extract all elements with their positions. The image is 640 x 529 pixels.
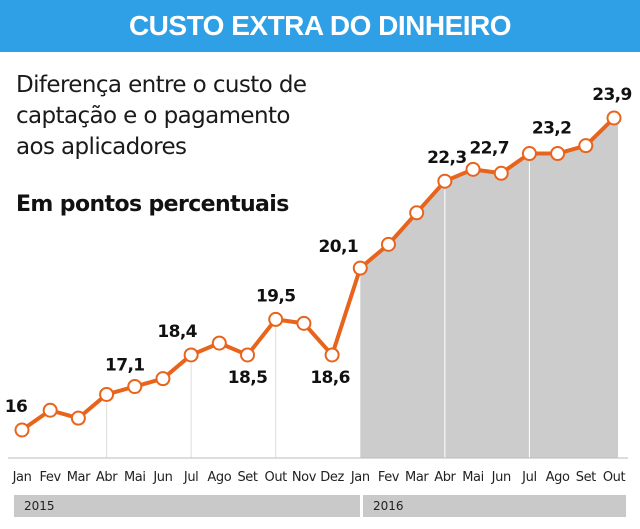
chart-title: CUSTO EXTRA DO DINHEIRO (128, 10, 512, 41)
data-label: 23,2 (532, 119, 572, 139)
tick-label: Fev (40, 470, 62, 485)
data-point-13 (380, 236, 396, 252)
tick-label: Mar (405, 470, 429, 485)
data-point-6 (183, 347, 199, 363)
data-label: 23,9 (592, 85, 632, 105)
data-point-18 (521, 146, 537, 162)
data-point-0 (14, 422, 30, 438)
tick-label: Mai (462, 470, 484, 485)
data-label: 22,7 (469, 138, 509, 158)
data-label: 18,4 (157, 322, 197, 342)
data-label: 19,5 (256, 286, 296, 306)
chart-subtitle: Diferença entre o custo de captação e o … (16, 72, 307, 160)
data-point-2 (70, 410, 86, 426)
data-point-7 (211, 335, 227, 351)
year-label-2016: 2016 (373, 499, 404, 513)
data-point-5 (155, 371, 171, 387)
tick-label: Jan (350, 470, 370, 485)
tick-label: Dez (320, 470, 344, 485)
tick-label: Mar (67, 470, 91, 485)
data-point-16 (465, 161, 481, 177)
tick-label: Abr (434, 470, 456, 485)
data-point-8 (240, 347, 256, 363)
year-label-2015: 2015 (24, 499, 55, 513)
tick-label: Set (576, 470, 596, 485)
tick-label: Jul (521, 470, 537, 485)
data-point-14 (409, 205, 425, 221)
tick-label: Jan (12, 470, 32, 485)
data-point-21 (606, 110, 622, 126)
tick-label: Jun (152, 470, 172, 485)
data-label: 16 (5, 397, 27, 417)
header-banner: CUSTO EXTRA DO DINHEIRO (0, 0, 640, 52)
tick-label: Jul (183, 470, 199, 485)
year-band-2015: 2015 (14, 495, 360, 517)
data-point-15 (437, 173, 453, 189)
data-point-11 (324, 347, 340, 363)
data-point-17 (493, 165, 509, 181)
data-label: 22,3 (427, 148, 467, 168)
data-point-12 (352, 260, 368, 276)
tick-label: Nov (292, 470, 317, 485)
data-point-20 (578, 138, 594, 154)
year-band-2016: 2016 (363, 495, 626, 517)
tick-label: Ago (546, 470, 570, 485)
tick-label: Ago (207, 470, 231, 485)
data-label: 18,5 (228, 368, 268, 388)
data-point-9 (268, 311, 284, 327)
data-point-1 (42, 402, 58, 418)
tick-label: Abr (96, 470, 118, 485)
tick-label: Set (237, 470, 257, 485)
series-line (20, 116, 616, 432)
data-point-4 (127, 379, 143, 395)
data-point-19 (550, 146, 566, 162)
data-label: 20,1 (319, 237, 359, 257)
tick-label: Fev (378, 470, 400, 485)
data-label: 18,6 (310, 368, 350, 388)
unit-label: Em pontos percentuais (16, 192, 289, 217)
tick-label: Out (603, 470, 626, 485)
shaded-area-2016 (360, 118, 618, 458)
data-label: 17,1 (105, 356, 145, 376)
data-point-3 (99, 386, 115, 402)
tick-label: Out (265, 470, 288, 485)
data-point-10 (296, 315, 312, 331)
tick-label: Mai (124, 470, 146, 485)
tick-label: Jun (491, 470, 511, 485)
